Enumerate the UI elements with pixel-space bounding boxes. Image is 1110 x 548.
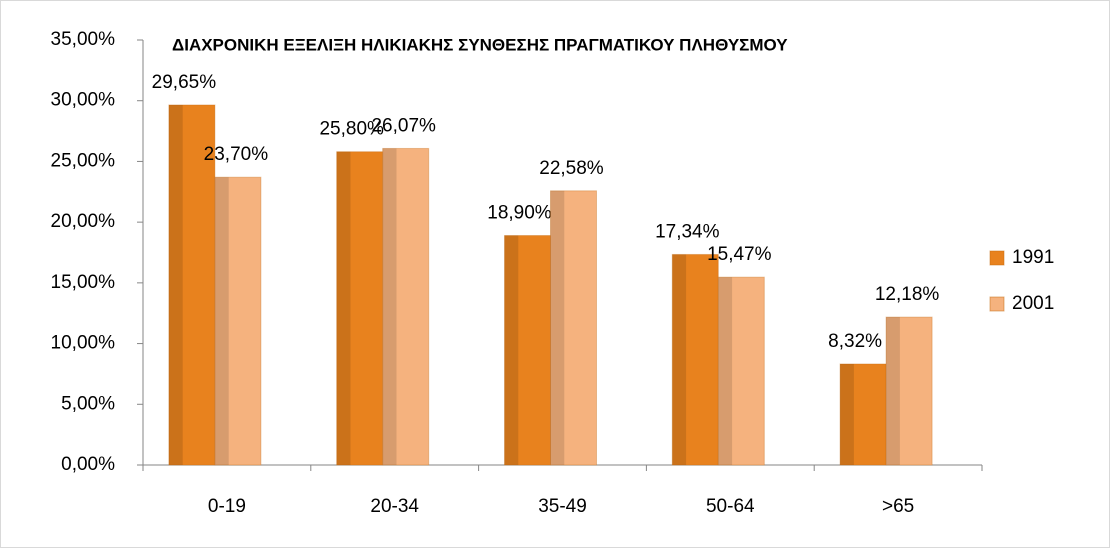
x-tick-label: >65 bbox=[882, 496, 914, 517]
bar-shade bbox=[504, 235, 519, 465]
bar bbox=[336, 151, 384, 466]
bar bbox=[671, 253, 719, 466]
bar bbox=[504, 235, 551, 466]
bar-shade bbox=[168, 104, 183, 465]
data-label: 26,07% bbox=[371, 115, 436, 136]
bar-shade bbox=[718, 277, 733, 465]
y-tick-label: 5,00% bbox=[61, 393, 115, 414]
data-label: 8,32% bbox=[828, 331, 882, 352]
legend-label: 2001 bbox=[1012, 293, 1054, 314]
bar-shade bbox=[886, 317, 900, 465]
bar bbox=[168, 104, 216, 466]
legend-label: 1991 bbox=[1012, 247, 1054, 268]
chart-title: ΔΙΑΧΡΟΝΙΚΗ ΕΞΕΛΙΞΗ ΗΛΙΚΙΑΚΗΣ ΣΥΝΘΕΣΗΣ ΠΡ… bbox=[172, 35, 788, 54]
data-label: 15,47% bbox=[707, 244, 772, 265]
x-tick-label: 20-34 bbox=[370, 496, 419, 517]
bar-shade bbox=[382, 148, 397, 465]
bar bbox=[885, 316, 933, 466]
y-tick-label: 15,00% bbox=[51, 272, 116, 293]
bar bbox=[214, 176, 262, 466]
data-label: 25,80% bbox=[319, 119, 384, 140]
data-label: 29,65% bbox=[152, 72, 217, 93]
y-tick-label: 10,00% bbox=[51, 333, 116, 354]
bar-shade bbox=[214, 177, 229, 465]
data-label: 22,58% bbox=[539, 158, 604, 179]
y-tick-label: 30,00% bbox=[51, 90, 116, 111]
bar bbox=[550, 190, 597, 466]
data-label: 17,34% bbox=[655, 221, 720, 242]
legend-swatch bbox=[989, 250, 1005, 266]
y-tick-label: 0,00% bbox=[61, 454, 115, 475]
bar bbox=[717, 276, 765, 466]
data-label: 23,70% bbox=[204, 144, 269, 165]
data-label: 18,90% bbox=[487, 203, 552, 224]
x-tick-label: 0-19 bbox=[208, 496, 246, 517]
y-tick-label: 35,00% bbox=[51, 29, 116, 50]
x-tick-label: 35-49 bbox=[538, 496, 587, 517]
y-tick-label: 20,00% bbox=[51, 211, 116, 232]
bar-shade bbox=[672, 254, 687, 465]
data-label: 12,18% bbox=[875, 284, 940, 305]
bar-shade bbox=[550, 190, 565, 466]
bar-shade bbox=[336, 151, 351, 465]
bar-shade bbox=[840, 363, 854, 465]
y-tick-label: 25,00% bbox=[51, 150, 116, 171]
bar bbox=[382, 147, 430, 466]
legend-swatch bbox=[989, 296, 1005, 312]
x-tick-label: 50-64 bbox=[706, 496, 755, 517]
